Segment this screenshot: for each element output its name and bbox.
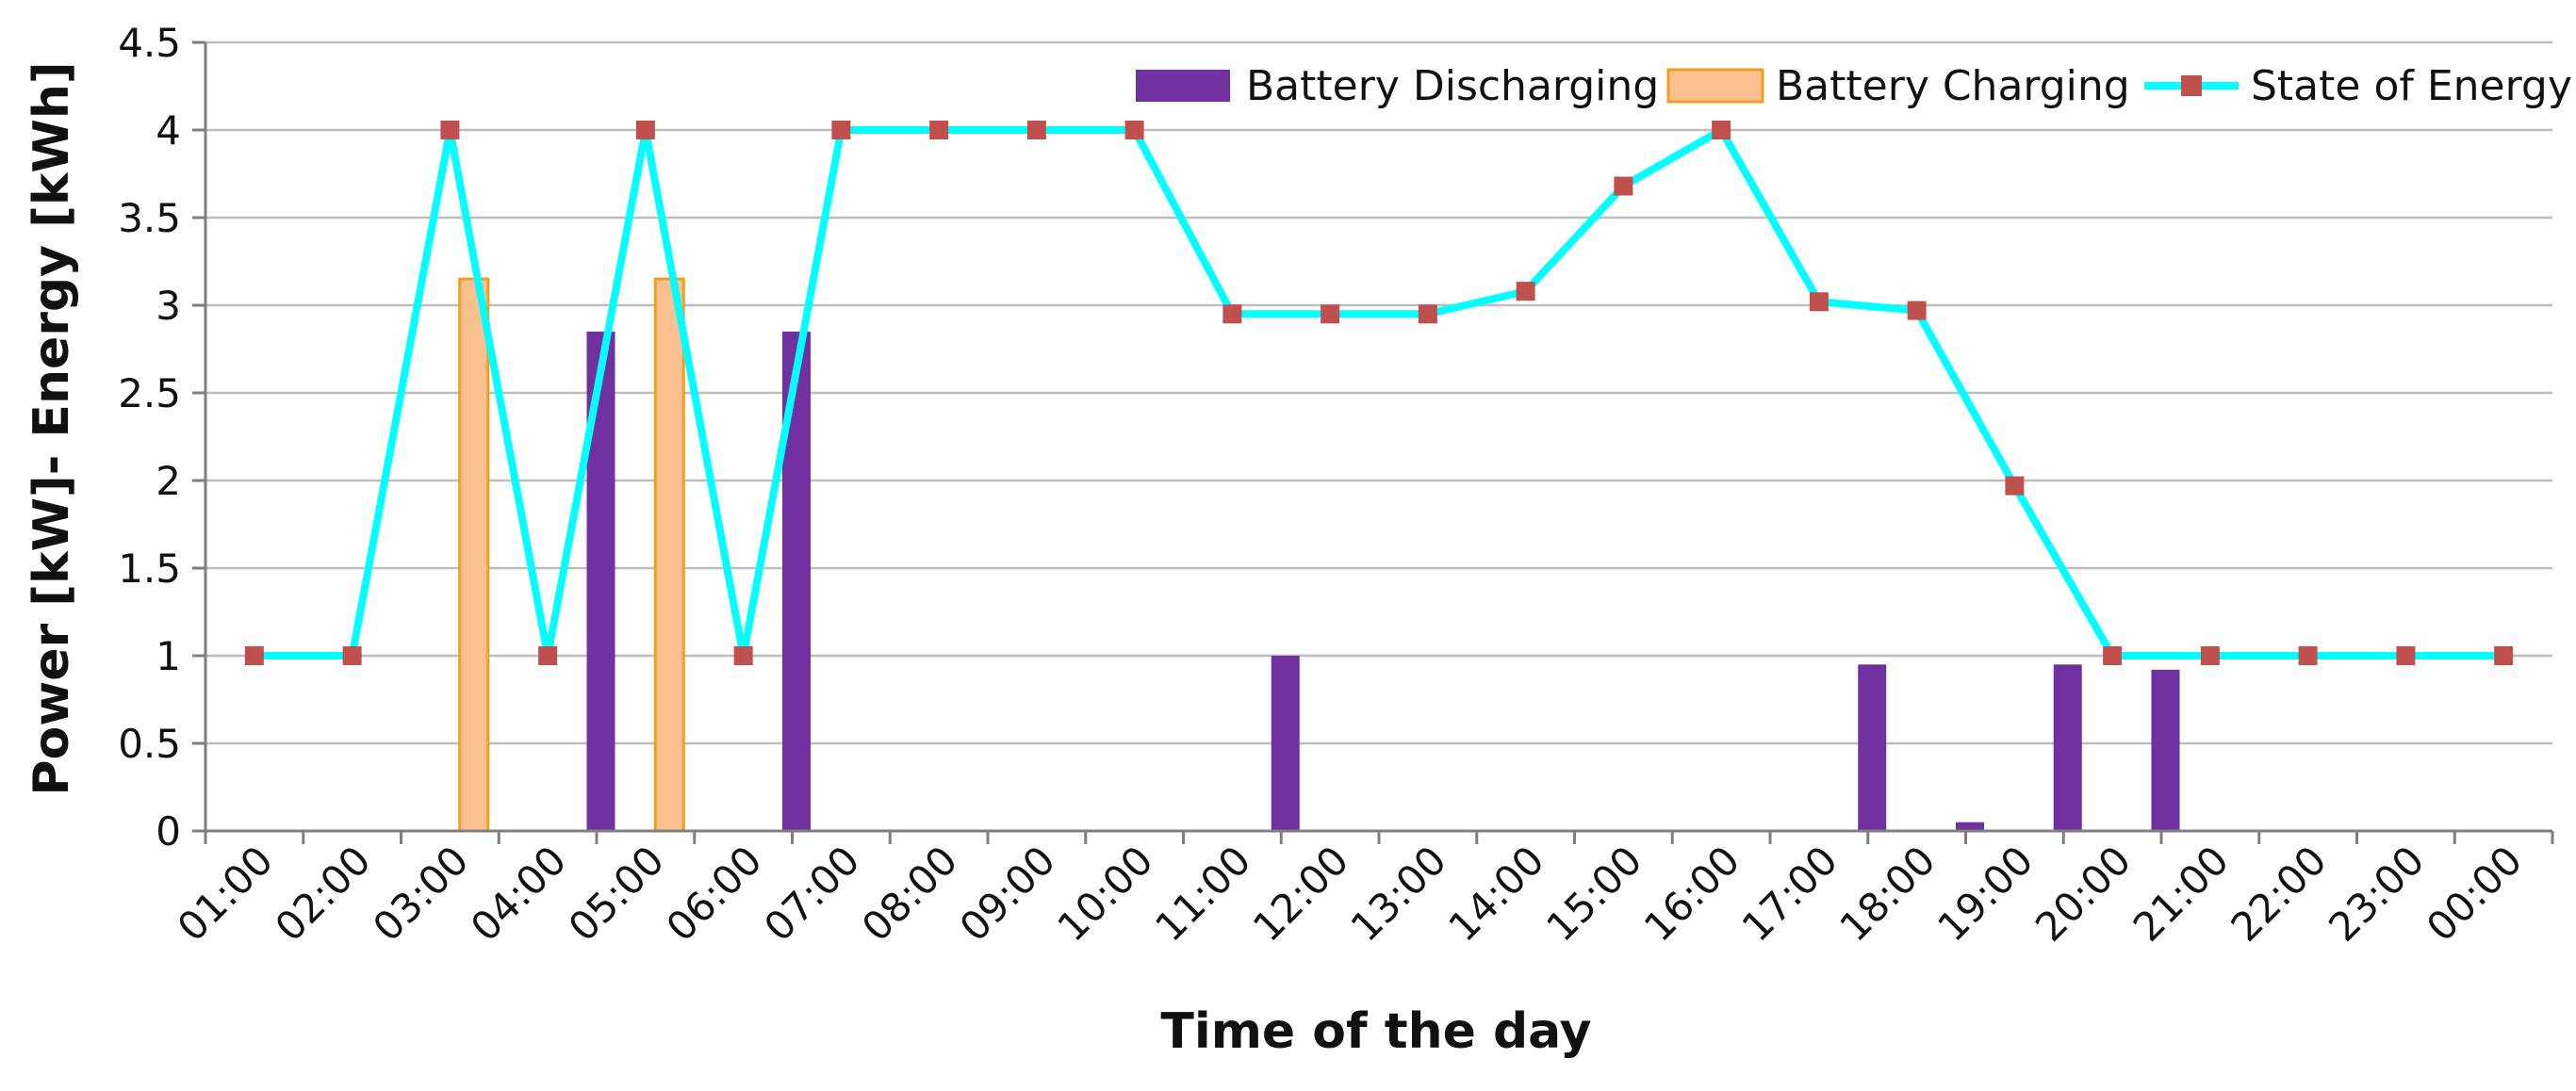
x-tick-label: 20:00 <box>2026 837 2140 950</box>
legend: Battery Discharging Battery Charging Sta… <box>1136 62 2572 110</box>
x-tick-label: 09:00 <box>951 837 1064 950</box>
axes <box>204 42 2552 833</box>
bar-battery-charging <box>653 277 685 833</box>
state-of-energy-point <box>342 646 362 665</box>
state-of-energy-point <box>1907 301 1927 320</box>
x-tick-label: 03:00 <box>364 837 477 950</box>
y-axis-title: Power [kW]- Energy [kWh] <box>24 61 80 795</box>
state-of-energy-point <box>1026 121 1046 139</box>
x-tick-label: 01:00 <box>169 837 282 950</box>
state-of-energy-point <box>929 121 949 139</box>
state-of-energy-point <box>2103 646 2123 665</box>
legend-swatch-state-of-energy-marker <box>2181 75 2202 96</box>
state-of-energy-point <box>1418 304 1437 324</box>
x-tick-label: 17:00 <box>1733 837 1846 950</box>
legend-swatch-battery-discharging <box>1136 70 1230 102</box>
state-of-energy-point <box>1614 176 1633 196</box>
x-tick-label: 15:00 <box>1537 837 1650 950</box>
state-of-energy-point <box>538 646 558 665</box>
x-tick-label: 13:00 <box>1342 837 1455 950</box>
x-tick-label: 22:00 <box>2222 837 2335 950</box>
x-tick-label: 16:00 <box>1635 837 1748 950</box>
y-axis-ticks: 0 0.5 1 1.5 2 2.5 3 3.5 4 4.5 <box>118 20 205 855</box>
bar-battery-discharging <box>1271 656 1300 831</box>
y-tick-label: 3.5 <box>118 195 181 241</box>
bars <box>458 277 2180 833</box>
bar-battery-charging <box>458 277 490 833</box>
legend-label-battery-discharging: Battery Discharging <box>1246 62 1659 110</box>
x-axis-ticks: 01:0002:0003:0004:0005:0006:0007:0008:00… <box>169 831 2554 951</box>
y-tick-label: 2.5 <box>118 370 181 416</box>
legend-label-battery-charging: Battery Charging <box>1776 62 2130 110</box>
state-of-energy-point <box>1712 121 1731 139</box>
x-tick-label: 05:00 <box>560 837 673 950</box>
gridlines <box>205 41 2552 745</box>
state-of-energy-point <box>1516 282 1535 301</box>
state-of-energy-point <box>733 646 753 665</box>
x-tick-label: 00:00 <box>2418 837 2531 950</box>
state-of-energy-point <box>2494 646 2514 665</box>
y-tick-label: 4.5 <box>118 20 181 66</box>
state-of-energy-series-line <box>254 126 2504 659</box>
bar-battery-discharging <box>1956 822 1984 831</box>
state-of-energy-point <box>2298 646 2318 665</box>
bar-battery-discharging <box>2053 664 2082 831</box>
state-of-energy-point <box>635 121 655 139</box>
x-tick-label: 14:00 <box>1439 837 1552 950</box>
y-tick-label: 1 <box>156 633 181 679</box>
x-tick-label: 21:00 <box>2125 837 2238 950</box>
x-tick-label: 11:00 <box>1146 837 1259 950</box>
state-of-energy-line <box>244 121 2514 665</box>
x-tick-label: 18:00 <box>1830 837 1944 950</box>
state-of-energy-point <box>2200 646 2220 665</box>
state-of-energy-point <box>831 121 851 139</box>
x-axis-title: Time of the day <box>1160 1003 1591 1060</box>
x-tick-label: 08:00 <box>853 837 966 950</box>
state-of-energy-point <box>244 646 264 665</box>
bar-battery-discharging <box>2151 669 2180 831</box>
bar-battery-discharging <box>1858 664 1887 831</box>
y-tick-label: 0 <box>156 808 181 855</box>
state-of-energy-point <box>2396 646 2416 665</box>
x-tick-label: 19:00 <box>1928 837 2042 950</box>
state-of-energy-point <box>1222 304 1242 324</box>
state-of-energy-point <box>440 121 460 139</box>
x-tick-label: 07:00 <box>755 837 868 950</box>
x-tick-label: 10:00 <box>1048 837 1161 950</box>
x-tick-label: 02:00 <box>266 837 379 950</box>
y-tick-label: 3 <box>156 283 181 329</box>
state-of-energy-point <box>2005 476 2025 496</box>
y-tick-label: 0.5 <box>118 721 181 767</box>
x-tick-label: 06:00 <box>657 837 770 950</box>
state-of-energy-point <box>1809 292 1829 312</box>
x-tick-label: 12:00 <box>1244 837 1357 950</box>
x-tick-label: 04:00 <box>462 837 575 950</box>
legend-label-state-of-energy: State of Energy <box>2251 62 2572 110</box>
state-of-energy-point <box>1124 121 1144 139</box>
state-of-energy-point <box>1321 304 1340 324</box>
y-tick-label: 2 <box>156 458 181 504</box>
legend-swatch-battery-charging <box>1666 68 1764 104</box>
x-tick-label: 23:00 <box>2320 837 2433 950</box>
y-tick-label: 1.5 <box>118 546 181 592</box>
y-tick-label: 4 <box>156 107 181 154</box>
